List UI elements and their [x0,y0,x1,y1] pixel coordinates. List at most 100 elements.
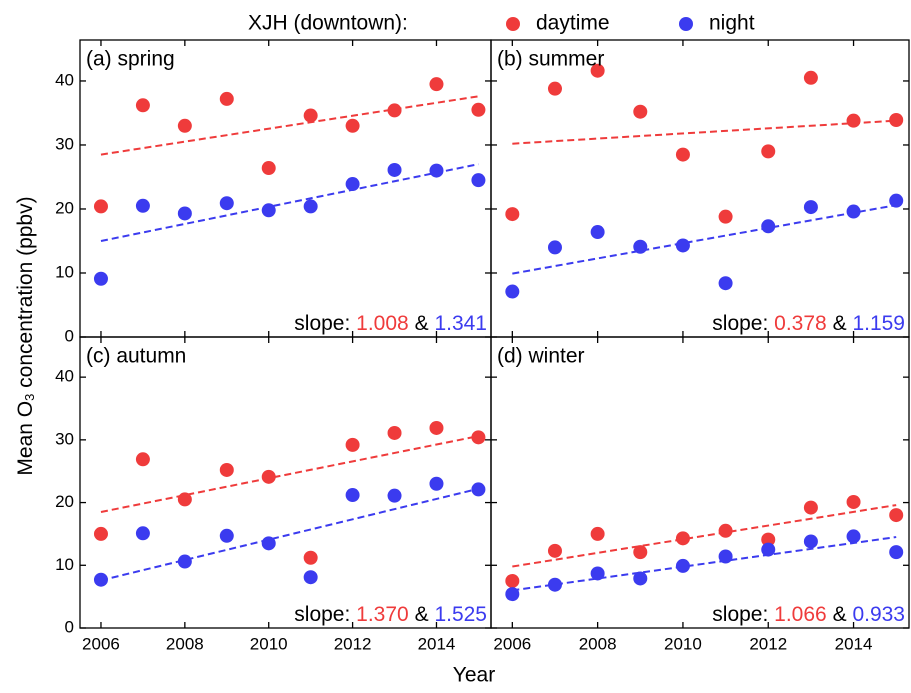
data-point [718,549,733,564]
annotation-part: slope: [294,603,350,626]
legend-title: XJH (downtown): [248,12,408,35]
annotation-part: 1.525 [434,603,487,626]
data-point [590,526,605,541]
x-tick-label: 2014 [835,634,873,653]
data-point [177,118,192,133]
legend-label: night [709,12,755,35]
data-point [93,199,108,214]
y-tick-label: 40 [55,70,74,89]
y-tick-label: 10 [55,262,74,281]
trend-line [512,504,897,568]
annotation-part: & [415,603,429,626]
data-point [505,207,520,222]
data-point [429,476,444,491]
annotation-part: 1.066 [774,603,827,626]
y-label-part: concentration (ppbv) [14,196,37,393]
data-point [675,531,690,546]
data-point [846,494,861,509]
y-tick-label: 20 [55,492,74,511]
data-point [803,534,818,549]
data-point [303,550,318,565]
data-point [633,104,648,119]
data-point [135,452,150,467]
data-point [846,529,861,544]
annotation-part: 0.933 [852,603,905,626]
annotation-part: slope: [294,312,350,335]
x-tick-label: 2014 [418,634,456,653]
data-point [547,577,562,592]
data-point [547,81,562,96]
data-point [345,437,360,452]
data-point [261,469,276,484]
trend-line [512,536,897,592]
panel-title: (a) spring [86,48,175,71]
data-point [345,488,360,503]
data-point [633,545,648,560]
data-point [889,113,904,128]
data-point [135,98,150,113]
panel-frame [490,336,910,629]
data-point [135,526,150,541]
trend-line [512,204,897,275]
slope-annotation: slope: 1.008 & 1.341 [294,312,487,335]
y-label-sub: 3 [22,394,37,401]
data-point [177,206,192,221]
y-tick-label: 30 [55,134,74,153]
annotation-part: 1.341 [434,312,487,335]
data-point [761,219,776,234]
data-point [345,177,360,192]
data-point [718,523,733,538]
panel-title: (b) summer [497,48,604,71]
y-axis-label: Mean O3 concentration (ppbv) [14,196,38,475]
data-point [219,528,234,543]
x-tick-label: 2010 [250,634,288,653]
data-point [846,204,861,219]
data-point [471,430,486,445]
data-point [219,196,234,211]
data-point [718,276,733,291]
data-point [261,203,276,218]
data-point [547,240,562,255]
data-point [471,482,486,497]
panel-frame [79,39,492,338]
y-tick-label: 20 [55,198,74,217]
trend-line [100,435,479,513]
data-point [345,118,360,133]
data-point [135,198,150,213]
y-tick-label: 0 [65,326,74,345]
x-tick-label: 2012 [334,634,372,653]
data-point [889,545,904,560]
data-point [803,200,818,215]
legend-marker [679,17,693,31]
data-point [93,271,108,286]
data-point [387,103,402,118]
data-point [675,558,690,573]
data-point [761,532,776,547]
y-tick-label: 30 [55,429,74,448]
data-point [303,199,318,214]
y-tick-label: 10 [55,555,74,574]
data-point [718,209,733,224]
x-axis-label: Year [453,664,495,687]
data-point [177,554,192,569]
data-point [471,173,486,188]
y-tick-label: 0 [65,617,74,636]
y-label-part: Mean O [14,401,37,476]
annotation-part: slope: [712,603,768,626]
slope-annotation: slope: 1.370 & 1.525 [294,603,487,626]
data-point [590,566,605,581]
data-point [761,144,776,159]
panel-title: (d) winter [497,345,585,368]
x-tick-label: 2008 [166,634,204,653]
slope-annotation: slope: 1.066 & 0.933 [712,603,905,626]
data-point [219,462,234,477]
data-point [177,492,192,507]
data-point [387,425,402,440]
y-tick-label: 40 [55,367,74,386]
annotation-part: 1.159 [852,312,905,335]
data-point [846,113,861,128]
data-point [93,572,108,587]
annotation-part: slope: [712,312,768,335]
data-point [761,542,776,557]
